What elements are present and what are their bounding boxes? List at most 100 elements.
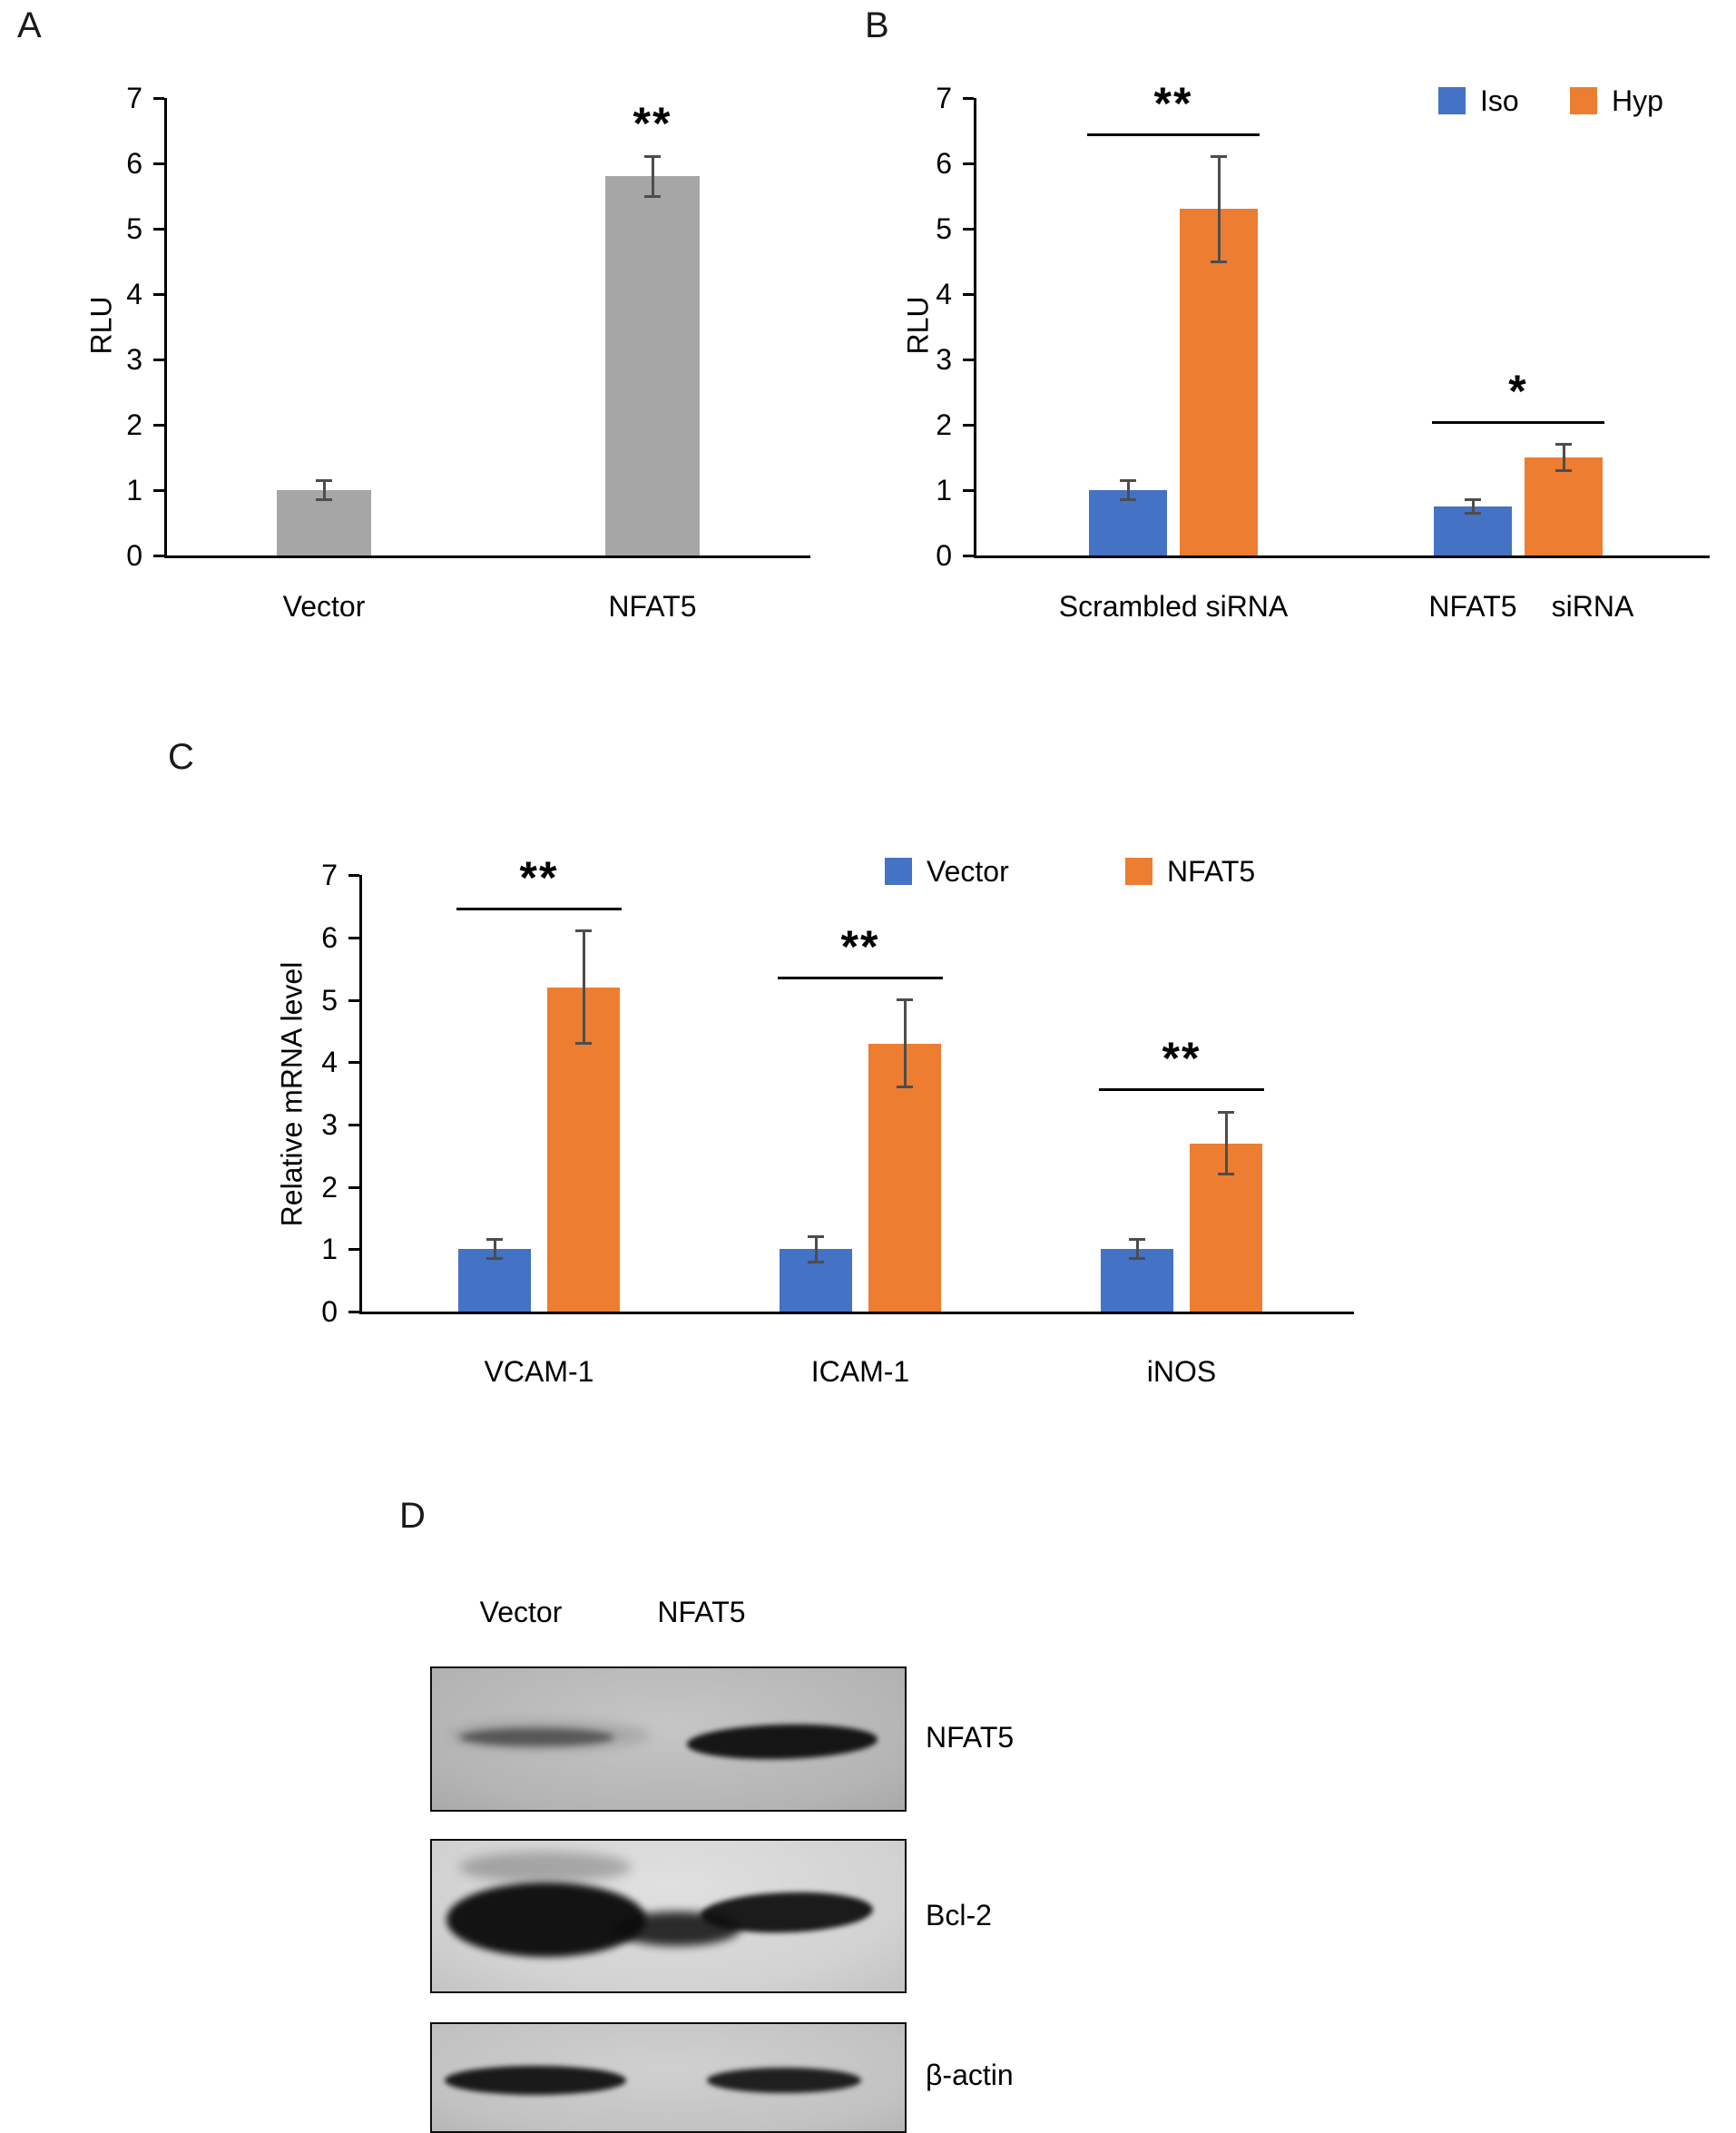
y-tick-label: 1	[321, 1233, 338, 1266]
error-bar-cap	[486, 1257, 503, 1261]
y-tick-mark	[153, 424, 164, 427]
blot-image-nfat5	[430, 1666, 907, 1812]
y-axis	[974, 98, 976, 558]
significance-line	[1087, 133, 1260, 136]
error-bar-cap	[897, 1086, 913, 1089]
x-category-label: NFAT5	[1428, 590, 1517, 623]
y-tick-mark	[153, 293, 164, 296]
x-category-label: ICAM-1	[810, 1355, 910, 1388]
blot-image-bactin	[430, 2022, 907, 2133]
bar-hyp	[1180, 209, 1258, 555]
error-bar-cap	[1120, 498, 1136, 502]
significance-text: **	[840, 920, 880, 972]
y-tick-label: 6	[126, 147, 142, 180]
x-axis	[359, 1312, 1354, 1314]
significance-line	[1432, 420, 1604, 424]
error-bar-cap	[897, 998, 913, 1001]
y-tick-mark	[963, 424, 974, 427]
error-bar-cap	[1555, 468, 1572, 472]
error-bar	[1562, 444, 1565, 471]
y-tick-mark	[348, 1248, 359, 1252]
y-tick-label: 5	[321, 983, 338, 1017]
x-category-label: siRNA	[1551, 590, 1634, 623]
legend-swatch-hyp	[1570, 87, 1597, 114]
y-tick-label: 6	[936, 147, 952, 180]
y-tick-mark	[963, 228, 974, 231]
blot-label-nfat5: NFAT5	[926, 1721, 1015, 1754]
error-bar-cap	[1129, 1257, 1145, 1261]
y-tick-label: 3	[321, 1107, 338, 1141]
y-tick-mark	[348, 1185, 359, 1189]
error-bar	[582, 930, 585, 1044]
legend-label-hyp: Hyp	[1612, 84, 1663, 117]
error-bar-cap	[1120, 478, 1136, 482]
error-bar-cap	[316, 498, 332, 502]
y-tick-label: 0	[936, 539, 952, 572]
y-tick-label: 5	[936, 212, 952, 245]
blot-column-label-vector: Vector	[479, 1596, 563, 1628]
error-bar-cap	[1211, 260, 1227, 263]
x-category-label: Scrambled siRNA	[1058, 590, 1289, 623]
legend-swatch-iso	[1438, 87, 1466, 114]
error-bar	[1471, 499, 1475, 514]
y-tick-label: 0	[321, 1295, 338, 1328]
blot-column-label-nfat5: NFAT5	[657, 1596, 746, 1628]
legend-item-vector: Vector	[885, 857, 1009, 886]
y-tick-mark	[153, 489, 164, 492]
y-tick-label: 3	[936, 343, 952, 376]
significance-text: *	[1508, 365, 1528, 417]
panel-b-label: B	[865, 5, 889, 45]
y-tick-label: 4	[126, 278, 142, 310]
error-bar	[651, 156, 654, 196]
x-category-label: NFAT5	[608, 590, 697, 623]
error-bar	[814, 1236, 818, 1263]
blot-image-bcl2	[430, 1839, 907, 1993]
significance-line	[456, 907, 622, 910]
y-tick-mark	[153, 162, 164, 165]
error-bar-cap	[1218, 1110, 1234, 1114]
legend-label-nfat5: NFAT5	[1167, 855, 1256, 888]
y-tick-label: 7	[321, 859, 338, 892]
x-category-label: iNOS	[1146, 1355, 1217, 1388]
error-bar-cap	[575, 929, 592, 933]
blot-band-nfat5	[707, 2068, 861, 2093]
x-category-label: Vector	[282, 590, 366, 623]
y-tick-label: 6	[321, 920, 338, 954]
error-bar-cap	[644, 194, 661, 198]
error-bar	[493, 1239, 496, 1259]
significance-line	[778, 976, 943, 979]
panel-c-label: C	[168, 737, 194, 777]
blot-band-upper-smear	[459, 1852, 632, 1882]
error-bar-cap	[808, 1260, 824, 1263]
y-tick-mark	[963, 359, 974, 361]
y-axis	[164, 98, 167, 558]
legend-item-nfat5: NFAT5	[1125, 857, 1255, 886]
blot-band-vector	[445, 2066, 626, 2095]
error-bar	[1126, 480, 1130, 500]
y-tick-label: 0	[126, 539, 142, 572]
y-tick-mark	[963, 162, 974, 165]
error-bar	[1224, 1112, 1228, 1175]
y-tick-mark	[963, 97, 974, 100]
blot-label-bactin: β-actin	[926, 2059, 1014, 2091]
blot-band-nfat5	[686, 1722, 878, 1762]
x-category-label: VCAM-1	[484, 1355, 594, 1388]
legend-item-hyp: Hyp	[1570, 86, 1663, 115]
blot-band-vector	[446, 1882, 646, 1957]
y-tick-label: 2	[321, 1170, 338, 1204]
error-bar	[322, 480, 326, 500]
significance-text: **	[1162, 1033, 1201, 1085]
error-bar-cap	[1465, 498, 1481, 502]
y-tick-mark	[348, 874, 359, 878]
error-bar	[1135, 1239, 1139, 1259]
blot-band-nfat5	[700, 1889, 874, 1936]
y-tick-mark	[963, 555, 974, 557]
y-tick-mark	[348, 998, 359, 1002]
bar-iso	[1434, 506, 1512, 555]
y-tick-label: 1	[936, 474, 952, 506]
x-axis	[974, 555, 1710, 558]
y-tick-mark	[348, 1061, 359, 1065]
y-tick-label: 4	[321, 1046, 338, 1079]
y-tick-mark	[348, 1123, 359, 1126]
